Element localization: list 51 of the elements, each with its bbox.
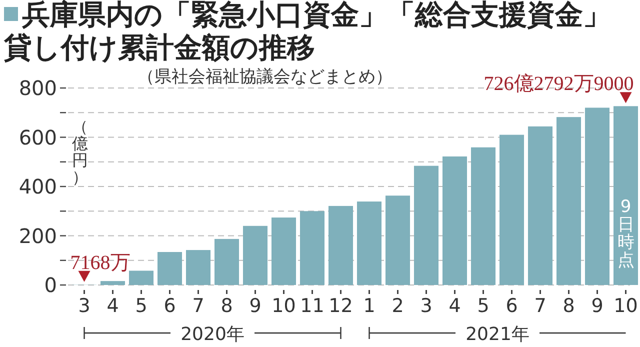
x-tick-label: 8 — [220, 295, 233, 317]
x-tick-label: 10 — [614, 295, 638, 317]
y-tick-label: 400 — [18, 174, 57, 198]
x-tick-label: 9 — [591, 295, 604, 317]
bar — [442, 156, 468, 285]
x-tick-label: 3 — [420, 295, 432, 317]
bar — [385, 196, 410, 285]
bar — [157, 252, 182, 285]
bar — [328, 206, 354, 285]
bar — [356, 202, 382, 285]
bar — [128, 270, 154, 285]
bar — [214, 238, 240, 285]
y-tick-label: 0 — [44, 273, 57, 297]
x-tick-label: 6 — [164, 295, 176, 317]
y-tick-label: 800 — [18, 76, 57, 100]
x-tick-label: 11 — [300, 295, 324, 317]
annotation: 9日時点 — [617, 197, 634, 271]
x-tick-label: 2 — [392, 295, 404, 317]
bar — [470, 147, 496, 285]
y-tick-label: 600 — [18, 125, 57, 150]
x-tick-label: 4 — [106, 295, 119, 317]
bar — [613, 106, 638, 285]
x-tick-label: 4 — [448, 295, 461, 317]
annotation: 726億2792万9000 — [484, 73, 634, 96]
text: 2021年 — [466, 324, 530, 345]
x-tick-label: 5 — [135, 295, 148, 317]
y-tick-label: 200 — [18, 224, 57, 248]
x-tick-label: 3 — [78, 295, 90, 317]
x-tick-label: 5 — [477, 295, 490, 317]
chart-subtitle: （県社会福祉協議会などまとめ） — [138, 67, 392, 87]
x-tick-label: 9 — [249, 295, 262, 317]
x-tick-label: 7 — [192, 295, 204, 317]
bar — [499, 134, 524, 285]
annotation: 7168万 — [70, 252, 130, 274]
bar — [584, 108, 610, 285]
x-tick-label: 8 — [562, 295, 575, 317]
x-tick-label: 10 — [272, 295, 296, 317]
bar — [271, 218, 296, 285]
bar — [242, 226, 268, 285]
text: 2020年 — [180, 324, 244, 345]
bar — [300, 211, 325, 285]
y-axis-title: （億円） — [72, 117, 88, 186]
x-tick-label: 1 — [363, 295, 376, 317]
bar — [556, 117, 582, 285]
x-tick-label: 7 — [534, 295, 546, 317]
bar — [528, 126, 553, 285]
bar — [100, 281, 126, 285]
x-tick-label: 6 — [506, 295, 518, 317]
bar — [186, 250, 211, 285]
bar — [414, 166, 439, 285]
x-tick-label: 12 — [328, 295, 353, 317]
